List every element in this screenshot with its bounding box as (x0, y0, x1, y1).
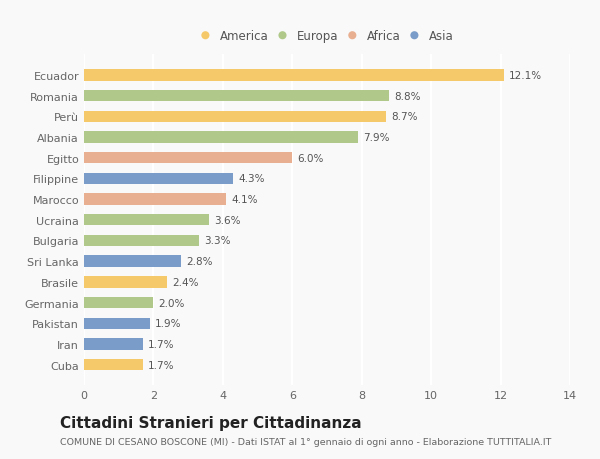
Text: 1.9%: 1.9% (155, 319, 182, 329)
Text: 1.7%: 1.7% (148, 339, 175, 349)
Text: 8.7%: 8.7% (391, 112, 418, 122)
Text: 3.6%: 3.6% (214, 215, 241, 225)
Bar (84, 318, 150, 329)
Text: 1.7%: 1.7% (148, 360, 175, 370)
Bar (84, 235, 199, 246)
Text: 3.3%: 3.3% (204, 236, 230, 246)
Bar (84, 194, 226, 205)
Bar (84, 339, 143, 350)
Text: 8.8%: 8.8% (395, 91, 421, 101)
Text: 4.1%: 4.1% (232, 195, 258, 205)
Text: 6.0%: 6.0% (298, 153, 324, 163)
Bar (84, 256, 181, 267)
Bar (84, 70, 504, 81)
Text: 2.4%: 2.4% (173, 277, 199, 287)
Text: 4.3%: 4.3% (238, 174, 265, 184)
Bar (84, 277, 167, 288)
Bar (84, 132, 358, 143)
Bar (84, 91, 389, 102)
Bar (84, 215, 209, 226)
Text: 2.0%: 2.0% (158, 298, 185, 308)
Bar (84, 174, 233, 185)
Bar (84, 112, 386, 123)
Text: Cittadini Stranieri per Cittadinanza: Cittadini Stranieri per Cittadinanza (60, 415, 362, 431)
Legend: America, Europa, Africa, Asia: America, Europa, Africa, Asia (199, 28, 455, 45)
Text: 2.8%: 2.8% (187, 257, 213, 267)
Bar (84, 153, 292, 164)
Bar (84, 297, 154, 308)
Text: COMUNE DI CESANO BOSCONE (MI) - Dati ISTAT al 1° gennaio di ogni anno - Elaboraz: COMUNE DI CESANO BOSCONE (MI) - Dati IST… (60, 437, 551, 446)
Text: 7.9%: 7.9% (364, 133, 390, 143)
Bar (84, 359, 143, 370)
Text: 12.1%: 12.1% (509, 71, 542, 81)
